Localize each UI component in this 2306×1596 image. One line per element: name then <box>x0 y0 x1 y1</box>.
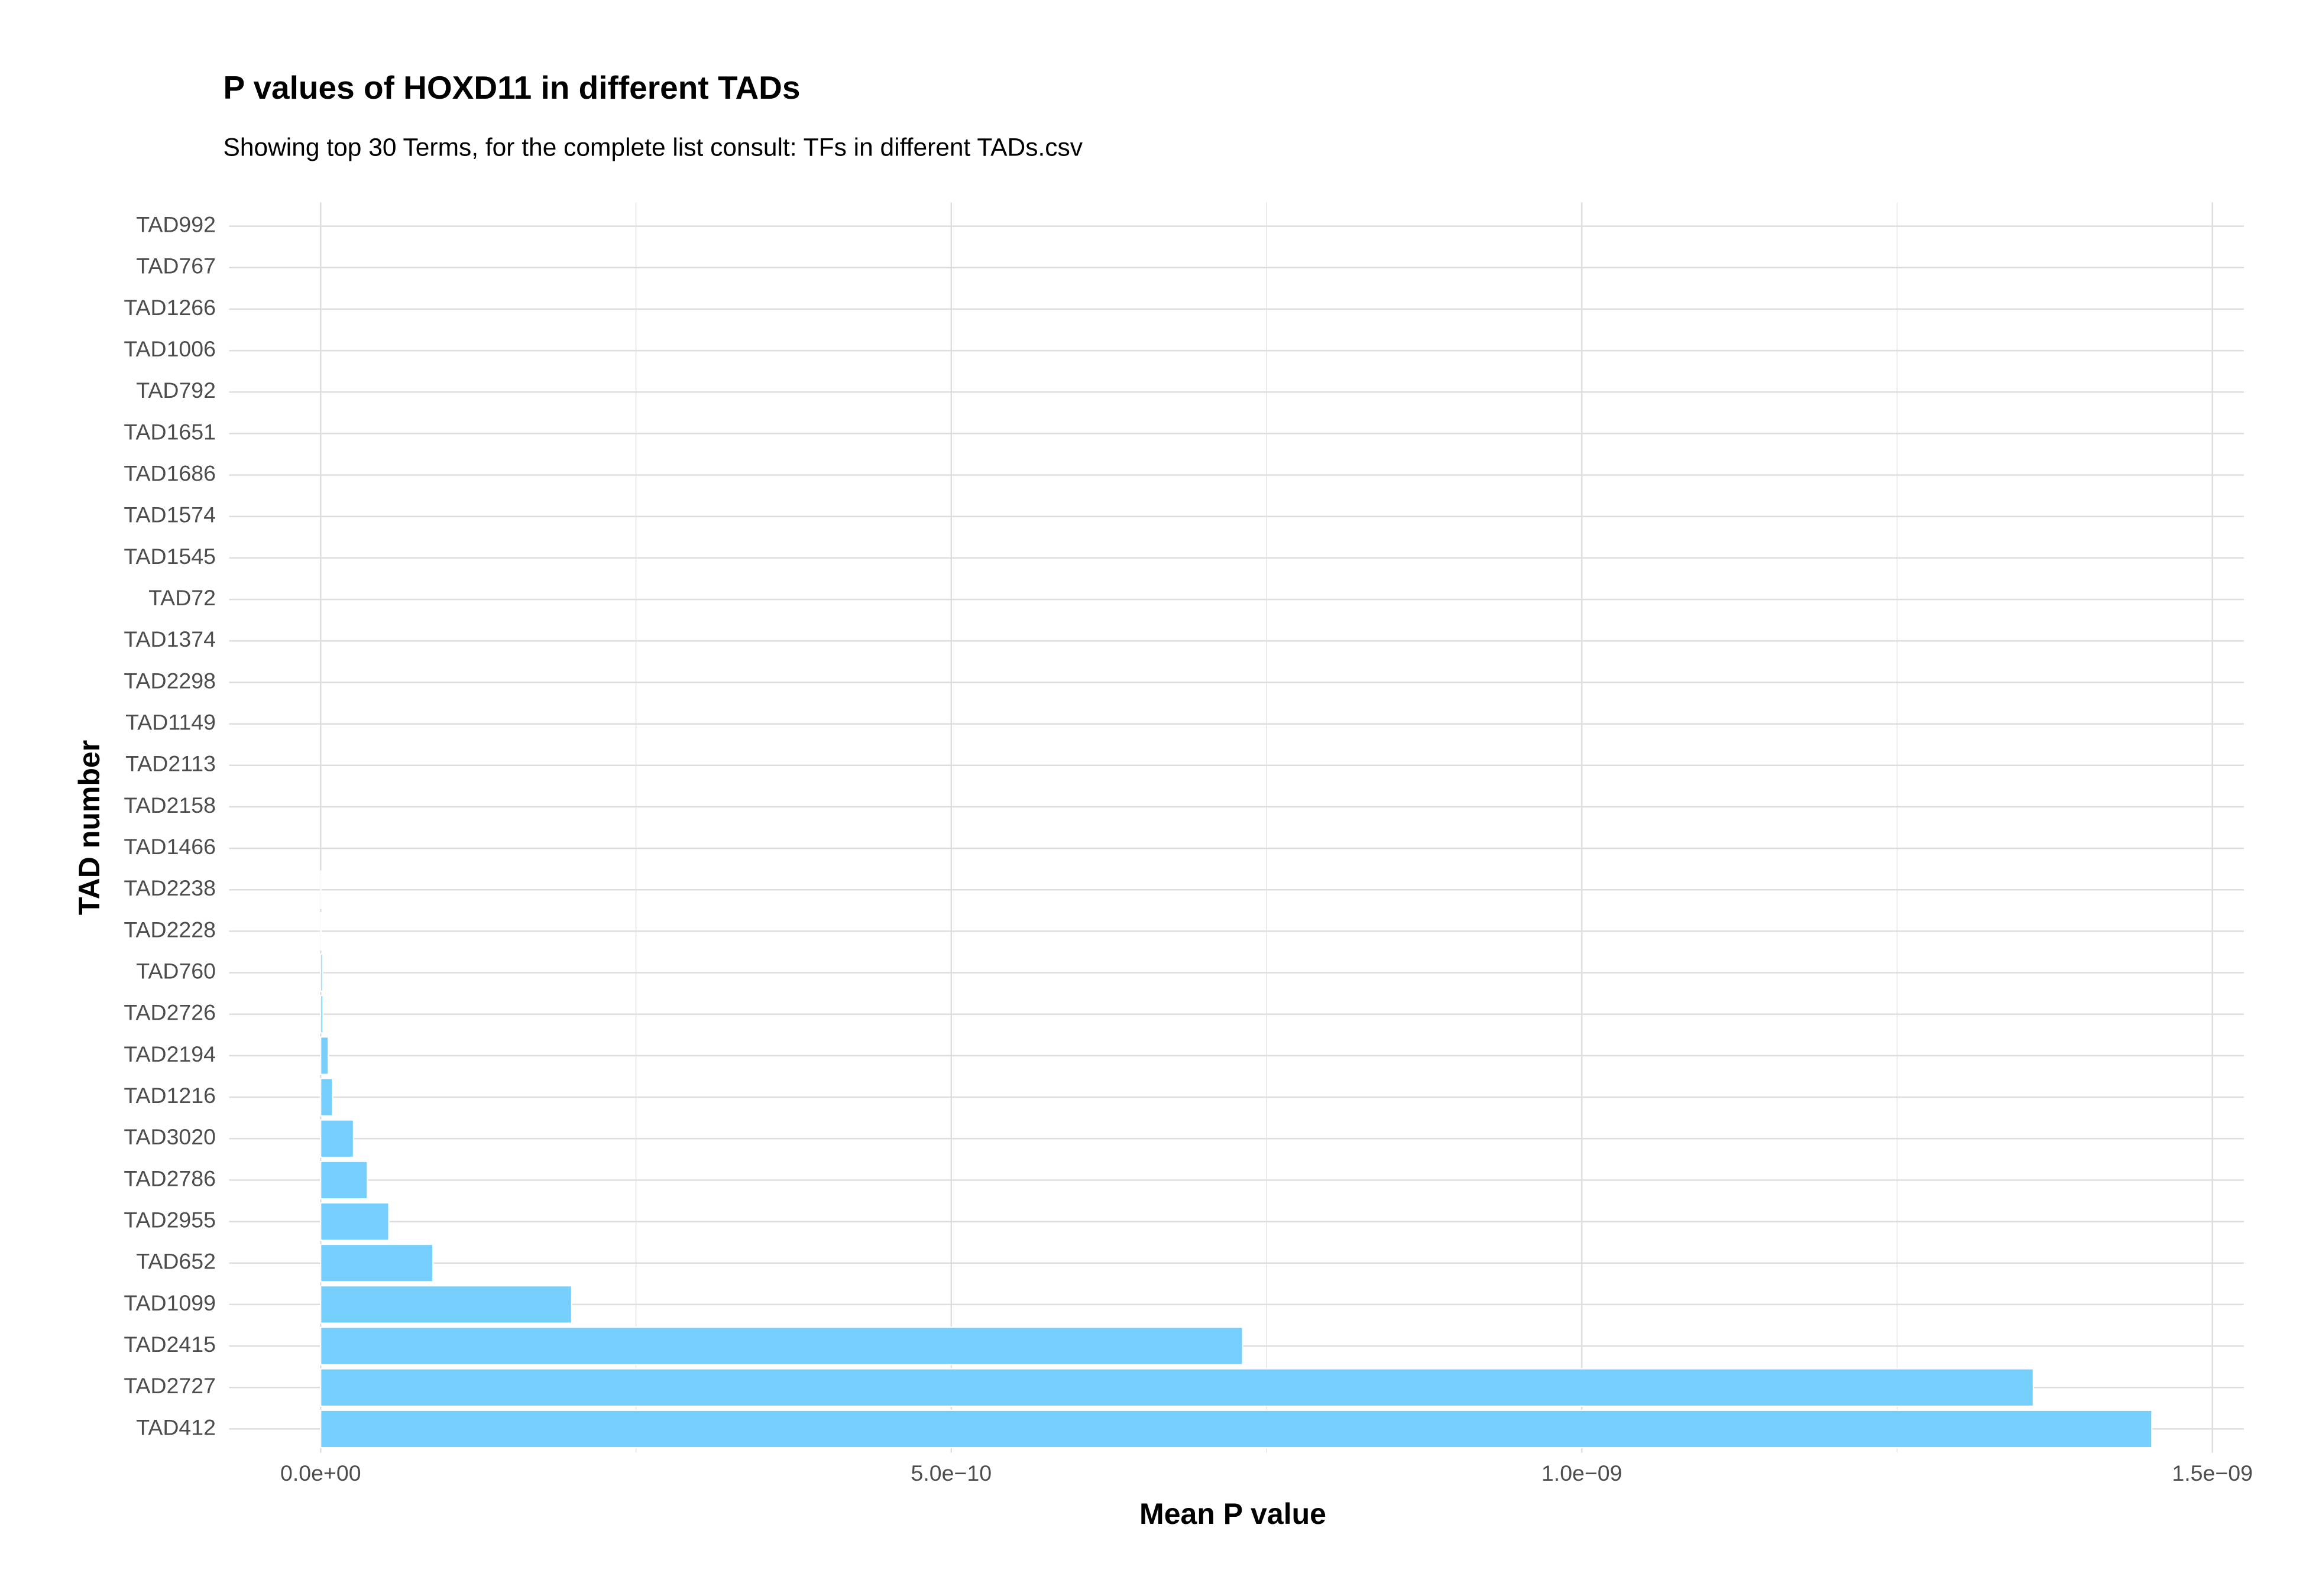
y-tick-label: TAD2228 <box>124 917 216 942</box>
y-tick-label: TAD792 <box>136 378 216 403</box>
y-tick-label: TAD1149 <box>125 709 216 734</box>
y-tick-label: TAD767 <box>136 254 216 278</box>
x-tick-label: 1.0e−09 <box>1541 1461 1622 1485</box>
y-tick-label: TAD1686 <box>124 460 216 485</box>
bar <box>320 1409 2153 1448</box>
y-tick-label: TAD2415 <box>124 1332 216 1357</box>
bars <box>320 870 2153 1448</box>
y-tick-label: TAD1216 <box>124 1083 216 1108</box>
y-tick-label: TAD1374 <box>124 627 216 651</box>
y-tick-label: TAD2113 <box>125 751 216 776</box>
y-tick-label: TAD2194 <box>124 1042 216 1066</box>
y-tick-label: TAD1545 <box>124 544 216 569</box>
bar <box>320 995 324 1034</box>
bar <box>320 1078 333 1117</box>
y-tick-label: TAD1574 <box>124 502 216 527</box>
bar <box>320 1119 354 1158</box>
chart-subtitle: Showing top 30 Terms, for the complete l… <box>224 134 1083 162</box>
x-tick-label: 5.0e−10 <box>911 1461 992 1485</box>
y-tick-label: TAD760 <box>136 958 216 983</box>
y-tick-label: TAD992 <box>136 212 216 236</box>
y-tick-label: TAD1006 <box>124 336 216 361</box>
bar <box>320 1160 368 1199</box>
chart-title: P values of HOXD11 in different TADs <box>224 69 801 106</box>
bar <box>320 1244 434 1283</box>
y-tick-label: TAD1266 <box>124 295 216 320</box>
y-tick-label: TAD2786 <box>124 1166 216 1190</box>
y-tick-label: TAD2955 <box>124 1207 216 1232</box>
bar <box>320 911 322 951</box>
y-tick-label: TAD3020 <box>124 1124 216 1149</box>
y-tick-label: TAD652 <box>136 1249 216 1274</box>
bar <box>320 1326 1243 1365</box>
y-tick-label: TAD1099 <box>124 1290 216 1315</box>
bar <box>320 953 323 992</box>
bar <box>320 1202 390 1241</box>
y-tick-label: TAD1466 <box>124 834 216 859</box>
y-tick-label: TAD2158 <box>124 793 216 818</box>
y-axis-label: TAD number <box>73 740 106 915</box>
y-tick-label: TAD2238 <box>124 875 216 900</box>
y-tick-label: TAD72 <box>148 585 216 610</box>
bar <box>320 1285 572 1324</box>
x-axis-label: Mean P value <box>1139 1497 1326 1530</box>
y-tick-label: TAD2726 <box>124 1000 216 1025</box>
x-tick-label: 0.0e+00 <box>280 1461 361 1485</box>
bar <box>320 1036 329 1075</box>
x-tick-label: 1.5e−09 <box>2172 1461 2253 1485</box>
y-tick-label: TAD412 <box>136 1415 216 1439</box>
bar <box>320 1368 2034 1407</box>
y-tick-label: TAD1651 <box>124 419 216 444</box>
y-tick-label: TAD2298 <box>124 668 216 693</box>
y-tick-label: TAD2727 <box>124 1373 216 1398</box>
